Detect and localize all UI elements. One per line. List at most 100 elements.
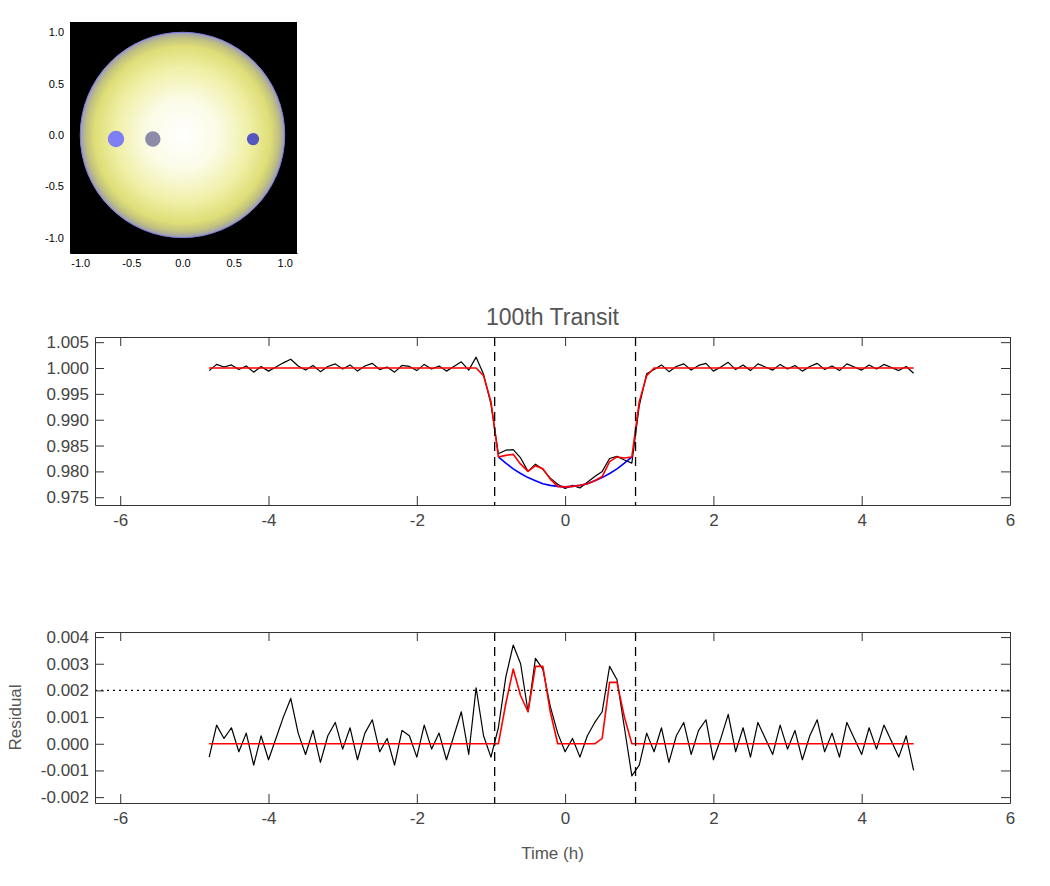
tick — [862, 337, 863, 346]
tick: 4 — [857, 794, 866, 828]
chart-title: 100th Transit — [486, 304, 620, 330]
tick-mark — [1001, 394, 1010, 395]
tick-label: 0.0 — [175, 257, 190, 269]
tick-mark — [1001, 446, 1010, 447]
tick-mark — [713, 794, 714, 803]
tick: 1.000 — [46, 359, 104, 378]
tick-mark — [269, 794, 270, 803]
tick — [1001, 770, 1010, 771]
plot-area — [209, 337, 913, 505]
tick: 0.002 — [46, 681, 104, 700]
tick-mark — [417, 337, 418, 346]
axis-line — [1010, 338, 1011, 506]
tick-mark — [95, 744, 104, 745]
star-spot — [108, 131, 124, 147]
tick-mark — [565, 496, 566, 505]
tick: 0.000 — [46, 735, 104, 754]
tick-mark — [269, 337, 270, 346]
tick-mark — [120, 496, 121, 505]
tick-mark — [1001, 664, 1010, 665]
tick-mark — [70, 135, 74, 136]
tick-mark — [1001, 744, 1010, 745]
tick-label: 2 — [709, 809, 718, 828]
tick-label: 0.980 — [46, 462, 89, 481]
tick-label: -0.001 — [41, 761, 89, 780]
axis-left: -0.002 -0.001 0.000 0.001 0.002 0.003 0.004 — [41, 628, 104, 807]
tick: 0.004 — [46, 628, 104, 647]
tick-mark — [1001, 471, 1010, 472]
y-axis-title: Residual — [6, 684, 25, 750]
axis-line — [70, 23, 71, 254]
series-line — [209, 666, 913, 743]
tick: 2 — [709, 794, 718, 828]
tick-label: -4 — [261, 809, 276, 828]
tick-mark — [417, 794, 418, 803]
star-disk — [80, 32, 285, 237]
tick-mark — [95, 690, 104, 691]
tick — [1001, 446, 1010, 447]
tick-label: 0.5 — [49, 78, 64, 90]
tick-label: 0 — [561, 809, 570, 828]
tick-mark — [862, 496, 863, 505]
tick-label: 0.004 — [46, 628, 89, 647]
tick — [713, 337, 714, 346]
tick-mark — [285, 249, 286, 253]
tick — [1001, 690, 1010, 691]
tick: 2 — [709, 496, 718, 530]
tick-mark — [713, 496, 714, 505]
tick — [1001, 717, 1010, 718]
tick: 0.5 — [226, 249, 241, 269]
tick-mark — [95, 497, 104, 498]
tick — [1001, 420, 1010, 421]
tick: -4 — [261, 794, 276, 828]
tick-mark — [1001, 797, 1010, 798]
tick: 0 — [561, 496, 570, 530]
tick-mark — [1001, 368, 1010, 369]
tick-label: 0.001 — [46, 708, 89, 727]
tick: -1.0 — [71, 249, 90, 269]
series-line — [209, 645, 913, 776]
tick-mark — [120, 337, 121, 346]
tick-label: -1.0 — [71, 257, 90, 269]
tick: -6 — [113, 496, 128, 530]
tick: 4 — [857, 496, 866, 530]
tick-mark — [95, 770, 104, 771]
series-line — [209, 368, 913, 487]
tick-label: -1.0 — [45, 232, 64, 244]
tick — [417, 337, 418, 346]
tick: 0.5 — [49, 78, 74, 90]
tick-label: 4 — [857, 809, 866, 828]
tick — [1001, 368, 1010, 369]
tick: -0.5 — [122, 249, 141, 269]
tick: 0.003 — [46, 655, 104, 674]
tick — [120, 337, 121, 346]
axis-bottom: -6-4-20246 — [96, 794, 1016, 828]
tick-label: 0.975 — [46, 488, 89, 507]
axis-bottom: -6-4-20246 — [96, 496, 1016, 530]
star-spot — [247, 133, 259, 145]
tick — [1001, 637, 1010, 638]
tick: 1.005 — [46, 333, 104, 352]
axis-line — [71, 253, 298, 254]
tick-mark — [1001, 342, 1010, 343]
tick: 1.0 — [49, 26, 74, 38]
plot-background — [70, 22, 297, 253]
tick — [713, 632, 714, 641]
tick-label: 0.985 — [46, 436, 89, 455]
tick-mark — [70, 238, 74, 239]
tick-mark — [120, 794, 121, 803]
tick-label: 6 — [1006, 511, 1015, 530]
tick: -6 — [113, 794, 128, 828]
plot-area — [95, 632, 1010, 803]
tick-label: 6 — [1006, 809, 1015, 828]
tick-mark — [1001, 497, 1010, 498]
tick — [1001, 664, 1010, 665]
tick-label: 0.5 — [226, 257, 241, 269]
tick-label: -6 — [113, 809, 128, 828]
tick-label: -0.002 — [41, 788, 89, 807]
vertical-marker — [635, 337, 636, 505]
tick: 0.990 — [46, 411, 104, 430]
tick: 0.985 — [46, 436, 104, 455]
tick — [1001, 797, 1010, 798]
tick-mark — [1001, 637, 1010, 638]
